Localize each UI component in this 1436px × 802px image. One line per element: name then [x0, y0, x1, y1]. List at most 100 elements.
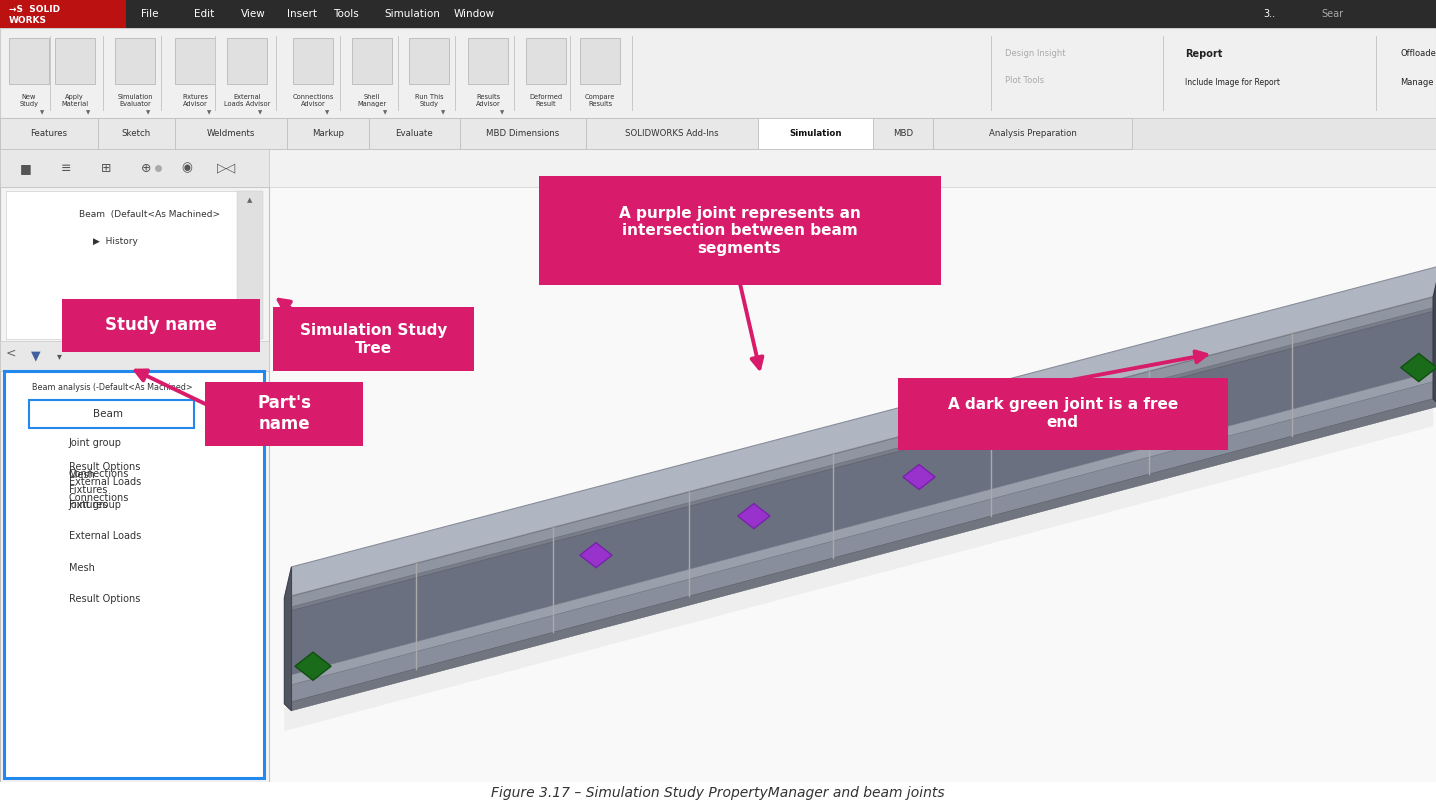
- Text: ▼: ▼: [32, 350, 40, 363]
- Text: Result Options: Result Options: [69, 462, 141, 472]
- Text: ▼: ▼: [247, 327, 253, 333]
- Text: Results
Advisor: Results Advisor: [475, 95, 501, 107]
- Polygon shape: [1433, 265, 1436, 406]
- Polygon shape: [284, 298, 1433, 612]
- Text: Sear: Sear: [1321, 9, 1343, 19]
- Text: ▼: ▼: [258, 110, 263, 115]
- FancyBboxPatch shape: [273, 307, 474, 371]
- FancyBboxPatch shape: [0, 118, 98, 149]
- Polygon shape: [284, 370, 1436, 687]
- FancyBboxPatch shape: [6, 191, 260, 339]
- Text: Apply
Material: Apply Material: [62, 95, 88, 107]
- Text: Edit: Edit: [194, 9, 214, 19]
- Text: Fixtures: Fixtures: [69, 485, 108, 495]
- Text: Simulation Study
Tree: Simulation Study Tree: [300, 323, 447, 355]
- Text: ⊞: ⊞: [101, 162, 112, 175]
- Text: Connections: Connections: [69, 469, 129, 479]
- Text: MBD Dimensions: MBD Dimensions: [485, 129, 560, 138]
- Text: ▼: ▼: [500, 110, 504, 115]
- Polygon shape: [284, 382, 1433, 704]
- FancyBboxPatch shape: [0, 0, 1436, 28]
- Polygon shape: [284, 306, 1436, 612]
- Text: View: View: [241, 9, 266, 19]
- FancyBboxPatch shape: [115, 38, 155, 84]
- Text: Window: Window: [454, 9, 495, 19]
- Text: Markup: Markup: [312, 129, 345, 138]
- Polygon shape: [284, 403, 1433, 731]
- FancyBboxPatch shape: [62, 298, 260, 352]
- FancyBboxPatch shape: [0, 187, 269, 782]
- Text: <: <: [6, 347, 16, 360]
- Text: New
Study: New Study: [19, 95, 39, 107]
- Text: External Loads: External Loads: [69, 477, 141, 488]
- Text: Insert: Insert: [287, 9, 317, 19]
- Text: Include Image for Report: Include Image for Report: [1185, 79, 1279, 87]
- Text: ▼: ▼: [146, 110, 151, 115]
- FancyBboxPatch shape: [538, 176, 941, 286]
- FancyBboxPatch shape: [898, 378, 1228, 450]
- Text: Connections
Advisor: Connections Advisor: [293, 95, 333, 107]
- Text: SOLIDWORKS Add-Ins: SOLIDWORKS Add-Ins: [625, 129, 719, 138]
- Text: Joint group: Joint group: [69, 500, 122, 510]
- Text: Report: Report: [1185, 49, 1222, 59]
- Text: Study name: Study name: [105, 316, 217, 334]
- FancyBboxPatch shape: [98, 118, 175, 149]
- Text: Plot Tools: Plot Tools: [1005, 76, 1044, 85]
- Text: A dark green joint is a free
end: A dark green joint is a free end: [948, 398, 1178, 430]
- FancyBboxPatch shape: [369, 118, 460, 149]
- Text: Sketch: Sketch: [122, 129, 151, 138]
- Text: ▲: ▲: [247, 197, 253, 203]
- Text: Tools: Tools: [333, 9, 359, 19]
- FancyBboxPatch shape: [237, 191, 263, 339]
- Text: Figure 3.17 – Simulation Study PropertyManager and beam joints: Figure 3.17 – Simulation Study PropertyM…: [491, 787, 945, 800]
- Text: 3..: 3..: [1264, 9, 1275, 19]
- Text: External Loads: External Loads: [69, 532, 141, 541]
- Text: Mesh: Mesh: [69, 470, 95, 480]
- Polygon shape: [738, 504, 770, 529]
- FancyBboxPatch shape: [175, 38, 215, 84]
- Text: Simulation
Evaluator: Simulation Evaluator: [118, 95, 152, 107]
- Text: Part's
name: Part's name: [257, 395, 312, 433]
- Text: →S  SOLID: →S SOLID: [9, 5, 60, 14]
- FancyBboxPatch shape: [0, 0, 126, 28]
- Polygon shape: [284, 567, 292, 711]
- Text: Fixtures
Advisor: Fixtures Advisor: [182, 95, 208, 107]
- Polygon shape: [284, 399, 1436, 711]
- Text: Simulation: Simulation: [385, 9, 441, 19]
- Text: Mesh: Mesh: [69, 563, 95, 573]
- Text: External
Loads Advisor: External Loads Advisor: [224, 95, 270, 107]
- Text: Simulation: Simulation: [790, 129, 841, 138]
- FancyBboxPatch shape: [293, 38, 333, 84]
- FancyBboxPatch shape: [526, 38, 566, 84]
- Text: ▼: ▼: [207, 110, 211, 115]
- Text: Manage: Manage: [1400, 79, 1433, 87]
- Text: ▾: ▾: [57, 350, 62, 361]
- Text: Deformed
Result: Deformed Result: [528, 95, 563, 107]
- FancyBboxPatch shape: [0, 28, 1436, 118]
- Text: ■: ■: [20, 162, 32, 175]
- Text: ▼: ▼: [325, 110, 329, 115]
- Text: Joint group: Joint group: [69, 439, 122, 448]
- Text: MBD: MBD: [893, 129, 913, 138]
- Text: ▷◁: ▷◁: [217, 162, 237, 175]
- FancyBboxPatch shape: [205, 382, 363, 446]
- FancyBboxPatch shape: [269, 187, 1436, 782]
- Text: ▼: ▼: [40, 110, 45, 115]
- Text: WORKS: WORKS: [9, 16, 46, 25]
- Text: Offloaded: Offloaded: [1400, 50, 1436, 59]
- Text: ▼: ▼: [86, 110, 90, 115]
- Text: ▼: ▼: [383, 110, 388, 115]
- Text: Evaluate: Evaluate: [395, 129, 434, 138]
- Text: File: File: [141, 9, 158, 19]
- FancyBboxPatch shape: [460, 118, 586, 149]
- Text: ▶  History: ▶ History: [93, 237, 138, 246]
- Polygon shape: [1076, 419, 1107, 444]
- FancyBboxPatch shape: [758, 118, 873, 149]
- Text: ◉: ◉: [181, 162, 192, 175]
- Polygon shape: [580, 543, 612, 568]
- Text: ▼: ▼: [441, 110, 445, 115]
- Text: Beam  (Default<As Machined>: Beam (Default<As Machined>: [79, 210, 220, 219]
- Text: Shell
Manager: Shell Manager: [358, 95, 386, 107]
- FancyBboxPatch shape: [0, 341, 269, 371]
- FancyBboxPatch shape: [0, 118, 1436, 149]
